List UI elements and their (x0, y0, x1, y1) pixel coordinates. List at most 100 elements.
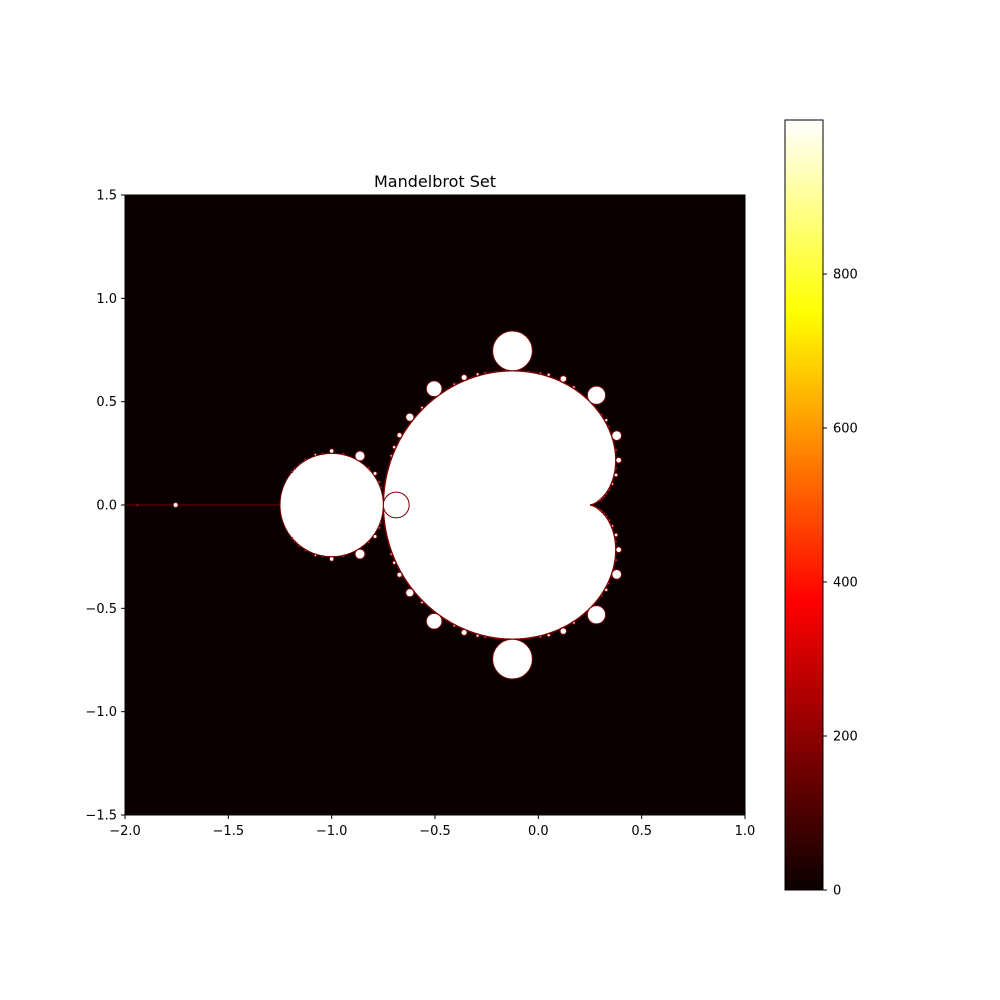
bulb (614, 558, 618, 562)
secondary-bulb (321, 554, 324, 558)
bulb (607, 518, 611, 522)
bulb (391, 445, 397, 450)
mandelbrot-set-layer (125, 330, 623, 680)
plot-area (124, 194, 746, 816)
bulb (605, 492, 608, 496)
secondary-bulb (290, 537, 294, 540)
bulb (610, 524, 615, 528)
bulb (607, 582, 610, 585)
bulb (559, 375, 568, 383)
bulb (604, 587, 609, 593)
bulb (391, 560, 397, 565)
bulb (613, 472, 619, 478)
secondary-bulb (304, 458, 307, 461)
bulb (389, 454, 393, 458)
y-tick-label: 0.0 (96, 499, 117, 514)
bulb (572, 385, 576, 389)
bulb (600, 413, 603, 416)
bulb (492, 330, 533, 372)
bulb (425, 380, 443, 398)
secondary-bulb (328, 556, 335, 562)
bulb (492, 638, 533, 680)
bulb (611, 569, 623, 580)
bulb (389, 552, 393, 556)
secondary-bulb (313, 452, 318, 457)
colorbar-tick-label: 600 (833, 422, 858, 437)
colorbar-ticks: 0 200 400 600 800 (823, 268, 858, 899)
bulb (396, 432, 403, 439)
bulb (607, 425, 610, 428)
y-tick-label: 1.5 (96, 189, 117, 204)
chart-title: Mandelbrot Set (374, 172, 496, 191)
colorbar-gradient (784, 119, 824, 891)
x-tick-label: −1.5 (213, 824, 245, 839)
bulb (539, 635, 543, 639)
colorbar-tick-label: 200 (833, 730, 858, 745)
secondary-bulb (342, 452, 345, 456)
y-tick-label: −1.5 (85, 809, 117, 824)
y-tick-label: 1.0 (96, 292, 117, 307)
bulb (475, 633, 480, 638)
bulb (586, 385, 607, 405)
bulb (600, 497, 604, 500)
bulb (460, 629, 468, 636)
y-axis: 1.5 1.0 0.5 0.0 −0.5 −1.0 −1.5 (85, 189, 125, 824)
bulb (615, 546, 623, 554)
x-tick-label: −1.0 (316, 824, 348, 839)
secondary-bulb (290, 470, 294, 473)
bulb (483, 635, 487, 639)
bulb (615, 456, 623, 464)
y-tick-label: −1.0 (85, 705, 117, 720)
bulb (604, 417, 609, 423)
bulb (613, 532, 619, 538)
secondary-bulb (304, 549, 307, 552)
bulb (614, 448, 618, 452)
y-tick-label: 0.5 (96, 395, 117, 410)
x-tick-label: 1.0 (735, 824, 756, 839)
secondary-bulb (377, 480, 381, 484)
secondary-bulb (297, 544, 301, 548)
bulb (559, 627, 568, 635)
bulb (600, 594, 603, 597)
secondary-bulb (293, 540, 297, 544)
secondary-bulb (372, 471, 378, 476)
bulb (602, 495, 606, 498)
colorbar: 0 200 400 600 800 (784, 119, 858, 899)
bulb (546, 633, 551, 638)
bulb (614, 467, 618, 470)
x-tick-label: −0.5 (419, 824, 451, 839)
colorbar-tick-label: 800 (833, 268, 858, 283)
bulb (483, 371, 487, 375)
bulb (598, 499, 601, 503)
bulb (572, 621, 576, 625)
secondary-bulb (367, 466, 371, 470)
secondary-bulb (354, 450, 366, 462)
bulb (586, 605, 607, 625)
bulb (546, 372, 551, 377)
bulb (420, 600, 424, 605)
secondary-bulb (321, 452, 324, 456)
colorbar-tick-label: 0 (833, 884, 841, 899)
y-tick-label: −0.5 (85, 602, 117, 617)
x-tick-label: 0.5 (631, 824, 652, 839)
secondary-bulb (313, 553, 318, 558)
bulb (396, 571, 403, 578)
mini-brot (172, 502, 179, 508)
secondary-bulb (342, 554, 345, 558)
secondary-bulb (379, 485, 383, 489)
secondary-bulb (379, 521, 383, 525)
bulb (539, 371, 543, 375)
secondary-bulb (293, 466, 297, 470)
x-axis: −2.0 −1.5 −1.0 −0.5 0.0 0.5 1.0 (109, 815, 755, 839)
bulb (425, 612, 443, 630)
bulb (405, 412, 415, 422)
x-tick-label: −2.0 (109, 824, 141, 839)
bulb (598, 507, 601, 511)
bulb (607, 488, 611, 492)
bulb (614, 540, 618, 543)
secondary-bulb (328, 448, 335, 454)
bulb (610, 482, 615, 486)
secondary-bulb (367, 540, 371, 544)
bulb (452, 624, 456, 628)
